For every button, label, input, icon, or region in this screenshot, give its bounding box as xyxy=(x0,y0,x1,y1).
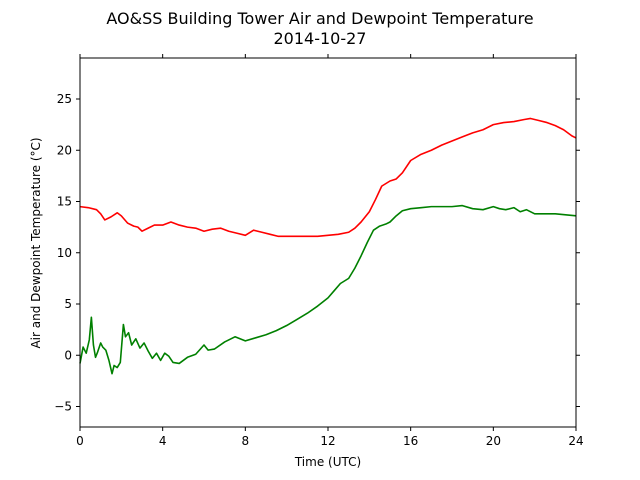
x-tick-label: 24 xyxy=(568,434,583,448)
chart-title: AO&SS Building Tower Air and Dewpoint Te… xyxy=(106,9,533,28)
x-tick-label: 12 xyxy=(320,434,335,448)
y-tick-label: 10 xyxy=(57,246,72,260)
y-tick-label: 20 xyxy=(57,143,72,157)
y-tick-label: 0 xyxy=(64,348,72,362)
y-tick-label: −5 xyxy=(54,400,72,414)
plot-frame xyxy=(79,57,577,428)
series-line-0 xyxy=(79,117,577,238)
y-tick-label: 15 xyxy=(57,195,72,209)
x-tick-label: 16 xyxy=(403,434,418,448)
plot-area: 0 4 8 12 16 20 24 −5 0 5 10 15 20 25 xyxy=(54,54,584,448)
y-tick-label: 25 xyxy=(57,92,72,106)
y-tick-label: 5 xyxy=(64,297,72,311)
x-tick-label: 0 xyxy=(76,434,84,448)
x-tick-label: 4 xyxy=(159,434,167,448)
series-line-1 xyxy=(79,204,577,375)
x-tick-label: 8 xyxy=(242,434,250,448)
chart-subtitle: 2014-10-27 xyxy=(274,29,367,48)
y-axis-label: Air and Dewpoint Temperature (°C) xyxy=(29,137,43,348)
x-tick-label: 20 xyxy=(486,434,501,448)
x-axis-label: Time (UTC) xyxy=(294,455,361,469)
